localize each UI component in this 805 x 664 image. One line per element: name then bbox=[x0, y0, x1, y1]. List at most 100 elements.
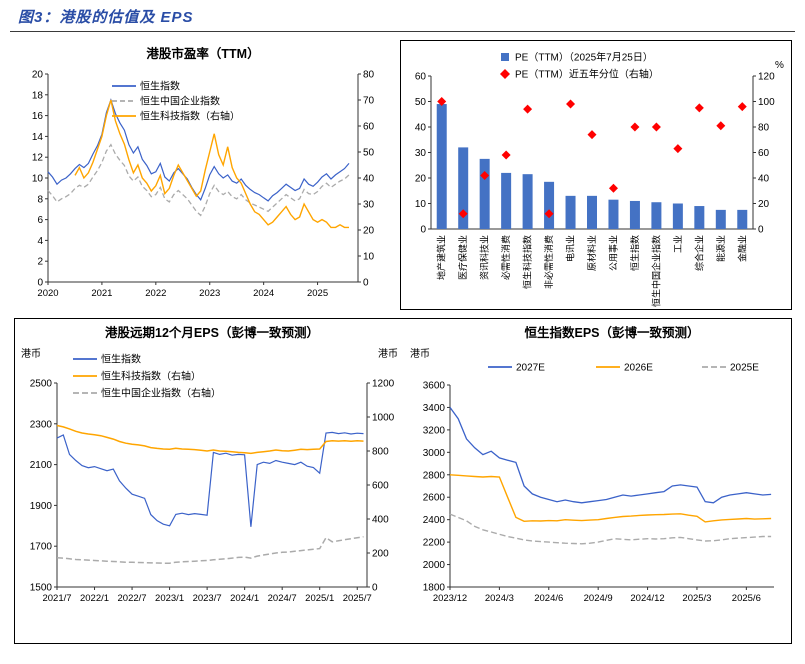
percentile-diamond bbox=[458, 209, 468, 219]
panel-forward-eps: 港股远期12个月EPS（彭博一致预测） 港币 港币 1500 1700 1900 2100 2… bbox=[15, 319, 404, 643]
legend-label: PE（TTM）近五年分位（右轴） bbox=[515, 68, 659, 81]
chart2-canvas: PE（TTM）（2025年7月25日） PE（TTM）近五年分位（右轴）% 0 10 2… bbox=[415, 51, 784, 308]
y-tick-left: 2600 bbox=[423, 493, 446, 504]
y-tick-left: 3600 bbox=[423, 381, 446, 392]
y-tick-right: 600 bbox=[372, 481, 389, 492]
legend-label-hsi: 恒生指数 bbox=[140, 80, 180, 93]
pe-bar bbox=[672, 203, 683, 229]
pe-bar bbox=[587, 195, 597, 229]
x-tick-label: 2020 bbox=[37, 288, 58, 299]
x-tick-label: 2025/7 bbox=[343, 593, 372, 604]
y-tick-left: 2 bbox=[37, 257, 43, 268]
y-tick-left: 2000 bbox=[423, 560, 446, 571]
series-e2026 bbox=[449, 474, 772, 523]
legend-square-marker bbox=[501, 53, 509, 61]
percentile-diamond bbox=[673, 144, 683, 154]
x-category-label: 必需性消费 bbox=[500, 235, 511, 280]
x-tick-label: 2024/12 bbox=[630, 593, 664, 604]
panel-eps-box: 港股远期12个月EPS（彭博一致预测） 港币 港币 1500 1700 1900 2100 2… bbox=[14, 318, 792, 644]
percentile-diamond bbox=[651, 122, 661, 132]
y-tick-left: 2100 bbox=[30, 460, 53, 471]
legend-label-hstech-eps: 恒生科技指数（右轴） bbox=[101, 370, 201, 383]
y-tick-left: 14 bbox=[32, 132, 44, 143]
pe-bar bbox=[565, 195, 576, 229]
y-tick-left: 3000 bbox=[423, 448, 446, 459]
y-tick-left: 12 bbox=[32, 153, 44, 164]
figure-title: 图3：港股的估值及 EPS bbox=[18, 9, 194, 26]
x-category-label: 能源业 bbox=[715, 235, 726, 262]
x-tick-label: 2024/1 bbox=[230, 593, 259, 604]
legend-label-hscei-eps: 恒生中国企业指数（右轴） bbox=[101, 387, 221, 400]
x-tick-label: 2025 bbox=[307, 288, 328, 299]
x-category-label: 恒生中国企业指数 bbox=[650, 235, 661, 307]
percentile-diamond bbox=[523, 104, 533, 114]
pe-bar bbox=[629, 200, 640, 229]
legend-label-e2025: 2025E bbox=[730, 363, 759, 374]
y-tick-right: 200 bbox=[372, 549, 389, 560]
y-tick-right: 30 bbox=[363, 200, 375, 211]
panel-pe-ttm-lines: 港股市盈率（TTM） 0 2 4 6 8 10 12 14 16 18 20 0 10 20 30 40 50 60… bbox=[8, 38, 398, 314]
percentile-diamond bbox=[544, 209, 554, 219]
pe-bar bbox=[479, 158, 490, 229]
y-tick-left: 20 bbox=[415, 174, 427, 185]
y-tick-right: 1200 bbox=[372, 379, 395, 390]
y-tick-left: 6 bbox=[37, 215, 43, 226]
x-tick-label: 2024/9 bbox=[584, 593, 613, 604]
legend-diamond-marker bbox=[500, 69, 510, 79]
y-tick-left: 1800 bbox=[423, 583, 446, 594]
x-tick-label: 2023 bbox=[199, 288, 220, 299]
y-tick-left: 3400 bbox=[423, 403, 446, 414]
legend-label-e2026: 2026E bbox=[624, 363, 653, 374]
title-divider bbox=[10, 31, 795, 32]
x-tick-label: 2023/1 bbox=[155, 593, 184, 604]
y-tick-right: 40 bbox=[758, 174, 770, 185]
y-tick-left: 0 bbox=[420, 225, 426, 236]
y-tick-right: 50 bbox=[363, 148, 375, 159]
percentile-diamond bbox=[608, 183, 618, 193]
pe-bar bbox=[715, 209, 726, 229]
y-tick-left: 10 bbox=[32, 174, 44, 185]
x-tick-label: 2024/6 bbox=[534, 593, 563, 604]
chart3-canvas: 港股远期12个月EPS（彭博一致预测） 港币 港币 1500 1700 1900 2100 2… bbox=[21, 325, 398, 604]
x-tick-label: 2025/3 bbox=[682, 593, 711, 604]
y-tick-left: 10 bbox=[415, 199, 427, 210]
axes: 0 2 4 6 8 10 12 14 16 18 20 0 10 20 30 40 50 60 70 80 2020 20… bbox=[32, 70, 375, 300]
pe-bar bbox=[737, 209, 748, 229]
y-tick-right: 70 bbox=[363, 96, 375, 107]
y-tick-left: 60 bbox=[415, 72, 427, 83]
x-category-label: 电讯业 bbox=[565, 235, 576, 262]
x-tick-label: 2023/7 bbox=[193, 593, 222, 604]
x-tick-label: 2021/7 bbox=[42, 593, 71, 604]
series-hstech bbox=[74, 99, 349, 229]
series-hsi bbox=[47, 98, 350, 202]
y-tick-right: 80 bbox=[758, 123, 770, 134]
x-category-label: 医疗保健业 bbox=[457, 235, 468, 280]
percentile-diamond bbox=[716, 121, 726, 131]
left-axis-unit: 港币 bbox=[21, 348, 41, 360]
chart4-canvas: 恒生指数EPS（彭博一致预测） 港币 1800 2000 2200 2400 2600 280… bbox=[410, 325, 774, 604]
x-tick-label: 2022/1 bbox=[80, 593, 109, 604]
y-tick-left: 18 bbox=[32, 90, 44, 101]
y-tick-right: 20 bbox=[363, 226, 375, 237]
chart-title: 恒生指数EPS（彭博一致预测） bbox=[524, 325, 699, 340]
panel-sector-pe-bars: PE（TTM）（2025年7月25日） PE（TTM）近五年分位（右轴）% 0 10 2… bbox=[400, 40, 792, 310]
series-e2027 bbox=[449, 407, 772, 504]
x-category-label: 资讯科技业 bbox=[479, 235, 490, 280]
series-hsi-eps bbox=[56, 431, 364, 527]
legend-label-e2027: 2027E bbox=[516, 363, 545, 374]
y-tick-right: 100 bbox=[758, 97, 775, 108]
y-tick-left: 50 bbox=[415, 97, 427, 108]
percentile-diamond bbox=[566, 99, 576, 109]
percentile-diamond bbox=[501, 150, 511, 160]
y-tick-left: 40 bbox=[415, 123, 427, 134]
x-category-label: 综合企业 bbox=[693, 235, 704, 271]
y-tick-right: 1000 bbox=[372, 413, 395, 424]
percentile-diamond bbox=[737, 102, 747, 112]
x-category-label: 金融业 bbox=[736, 235, 747, 262]
x-tick-label: 2023/12 bbox=[433, 593, 467, 604]
x-category-label: 恒生科技指数 bbox=[522, 235, 533, 289]
x-tick-label: 2024/3 bbox=[485, 593, 514, 604]
y-tick-left: 3200 bbox=[423, 425, 446, 436]
y-tick-right: 20 bbox=[758, 199, 770, 210]
chart1-canvas: 港股市盈率（TTM） 0 2 4 6 8 10 12 14 16 18 20 0 10 20 30 40 50 60… bbox=[32, 46, 375, 300]
